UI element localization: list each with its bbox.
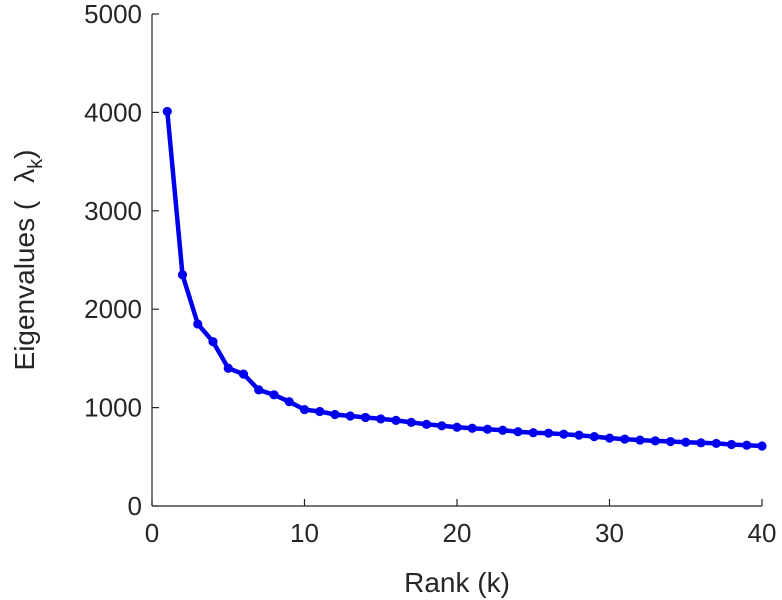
data-point (574, 430, 584, 440)
data-point (665, 436, 676, 447)
data-point (299, 404, 310, 415)
data-point (162, 106, 172, 117)
x-ticks: 0 10 20 30 40 (145, 499, 777, 548)
y-ticks: 0 1000 2000 3000 4000 5000 (84, 0, 159, 521)
data-point (467, 423, 477, 433)
data-point (528, 428, 538, 438)
y-tick-label: 5000 (84, 0, 142, 29)
x-tick-label: 10 (290, 518, 319, 548)
y-tick-label: 3000 (84, 196, 142, 226)
y-tick-label: 1000 (84, 393, 142, 423)
data-point (742, 440, 752, 450)
data-point (254, 385, 264, 395)
data-point (604, 433, 615, 443)
x-tick-label: 30 (595, 518, 624, 548)
y-axis-label-prefix: Eigenvalues ( (9, 200, 40, 370)
series-line (165, 109, 765, 449)
data-point (589, 432, 599, 442)
data-point (711, 438, 721, 449)
data-point (726, 439, 737, 450)
y-tick-label: 4000 (84, 97, 142, 127)
data-point (208, 337, 218, 347)
data-point (238, 369, 249, 379)
data-point (330, 409, 340, 420)
x-tick-label: 0 (145, 518, 159, 548)
data-point (376, 414, 386, 424)
data-point (482, 424, 493, 434)
data-point (559, 429, 569, 439)
x-tick-label: 40 (748, 518, 777, 548)
data-point (284, 397, 294, 407)
data-point (696, 438, 706, 448)
data-point (452, 422, 462, 432)
data-point (315, 406, 325, 417)
y-tick-label: 0 (128, 491, 142, 521)
data-point (360, 412, 371, 423)
axes-frame (151, 14, 762, 507)
data-point (543, 428, 554, 438)
data-point (757, 441, 767, 451)
data-point (421, 419, 432, 429)
data-point (513, 427, 523, 437)
data-point (391, 415, 401, 425)
y-axis-label-subscript: k (25, 158, 47, 169)
data-point (177, 270, 188, 280)
data-point (437, 421, 447, 431)
y-axis-label-suffix: ) (9, 150, 40, 159)
data-point (406, 417, 416, 427)
data-point (650, 436, 660, 446)
data-point (193, 319, 203, 329)
data-point (681, 437, 691, 447)
data-point (498, 425, 508, 435)
series-layer (162, 106, 767, 451)
data-point (269, 390, 279, 400)
data-point (620, 434, 630, 444)
y-axis-label-symbol: λ (9, 169, 40, 183)
x-axis-label: Rank (k) (404, 567, 510, 598)
y-tick-label: 2000 (84, 294, 142, 324)
data-point (345, 411, 355, 421)
x-tick-label: 20 (443, 518, 472, 548)
data-point (223, 363, 233, 373)
y-axis-label: Eigenvalues ( λk) (9, 150, 47, 371)
data-point (635, 435, 645, 445)
